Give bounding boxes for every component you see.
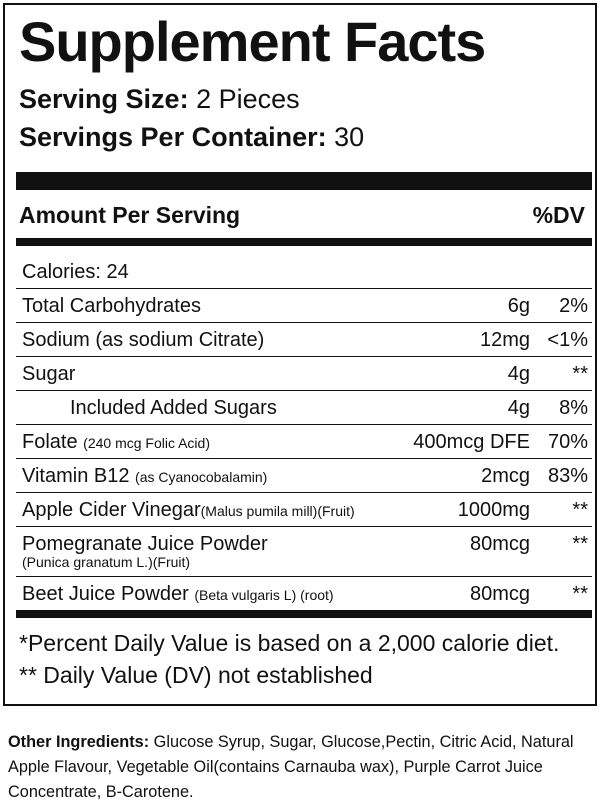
footnote: ** Daily Value (DV) not established bbox=[19, 662, 373, 688]
nutrient-name-cell: Sugar bbox=[22, 363, 75, 386]
other-ingredients: Other Ingredients: Glucose Syrup, Sugar,… bbox=[8, 730, 598, 805]
servings-per-container: Servings Per Container: 30 bbox=[19, 122, 364, 153]
daily-value: 70% bbox=[547, 431, 588, 453]
nutrient-name: Total Carbohydrates bbox=[22, 295, 201, 317]
nutrient-name-cell: Pomegranate Juice Powder (Punica granatum… bbox=[22, 533, 268, 570]
amount: 4g bbox=[507, 397, 530, 419]
nutrient-note: (Malus pumila mill)(Fruit) bbox=[200, 503, 355, 519]
amount: 400mcg DFE bbox=[413, 431, 530, 453]
daily-value: ** bbox=[572, 533, 588, 555]
medium-rule bbox=[16, 238, 592, 246]
nutrient-note: (as Cyanocobalamin) bbox=[135, 469, 268, 485]
title: Supplement Facts bbox=[19, 10, 486, 73]
nutrient-row: Sodium (as sodium Citrate) 12mg <1% bbox=[16, 323, 592, 357]
nutrient-row: Folate (240 mcg Folic Acid) 400mcg DFE 70% bbox=[16, 425, 592, 459]
nutrient-note: (Punica granatum L.)(Fruit) bbox=[22, 554, 191, 570]
nutrient-name: Apple Cider Vinegar bbox=[22, 499, 201, 521]
calories: Calories: 24 bbox=[22, 261, 129, 284]
medium-rule bbox=[16, 610, 592, 618]
daily-value: 83% bbox=[547, 465, 588, 487]
nutrient-name-cell: Apple Cider Vinegar(Malus pumila mill)(F… bbox=[22, 499, 355, 522]
nutrient-name: Sodium (as sodium Citrate) bbox=[22, 329, 265, 351]
calories-row: Calories: 24 bbox=[16, 255, 592, 289]
nutrient-name-cell: Folate (240 mcg Folic Acid) bbox=[22, 431, 210, 454]
nutrient-note: (240 mcg Folic Acid) bbox=[83, 435, 210, 451]
daily-value: 8% bbox=[559, 397, 588, 419]
nutrient-row: Included Added Sugars 4g 8% bbox=[16, 391, 592, 425]
nutrient-name-cell: Included Added Sugars bbox=[70, 397, 277, 420]
amount: 12mg bbox=[479, 329, 530, 351]
nutrient-row: Total Carbohydrates 6g 2% bbox=[16, 289, 592, 323]
table-header: Amount Per Serving %DV bbox=[19, 202, 587, 229]
nutrient-name: Folate bbox=[22, 431, 78, 453]
thick-rule bbox=[16, 172, 592, 190]
daily-value: <1% bbox=[547, 329, 588, 351]
daily-value: ** bbox=[572, 499, 588, 521]
nutrient-name: Pomegranate Juice Powder bbox=[22, 533, 268, 555]
text: Glucose Syrup, Sugar, Glucose,Pectin, Ci… bbox=[8, 733, 574, 801]
label: Serving Size: bbox=[19, 84, 189, 114]
facts-panel: Supplement Facts Serving Size: 2 Pieces … bbox=[3, 3, 597, 706]
nutrient-name: Beet Juice Powder bbox=[22, 583, 189, 605]
daily-value: ** bbox=[572, 363, 588, 385]
value: 30 bbox=[334, 122, 365, 152]
amount: 2mcg bbox=[481, 465, 530, 487]
nutrient-name: Vitamin B12 bbox=[22, 465, 130, 487]
daily-value: ** bbox=[572, 583, 588, 605]
nutrient-name: Included Added Sugars bbox=[70, 397, 277, 419]
nutrient-name: Sugar bbox=[22, 363, 76, 385]
nutrient-row: Pomegranate Juice Powder (Punica granatum… bbox=[16, 527, 592, 577]
nutrient-row: Vitamin B12 (as Cyanocobalamin) 2mcg 83% bbox=[16, 459, 592, 493]
amount: 80mcg bbox=[469, 583, 530, 605]
value: 24 bbox=[106, 261, 129, 283]
nutrient-name-cell: Total Carbohydrates bbox=[22, 295, 201, 318]
nutrient-name-cell: Beet Juice Powder (Beta vulgaris L) (roo… bbox=[22, 583, 334, 606]
nutrient-row: Apple Cider Vinegar(Malus pumila mill)(F… bbox=[16, 493, 592, 527]
amount: 80mcg bbox=[469, 533, 530, 555]
value: 2 Pieces bbox=[196, 84, 300, 114]
nutrient-row: Beet Juice Powder (Beta vulgaris L) (roo… bbox=[16, 577, 592, 610]
daily-value: 2% bbox=[559, 295, 588, 317]
label: Calories: bbox=[22, 261, 101, 283]
nutrient-name-cell: Sodium (as sodium Citrate) bbox=[22, 329, 264, 352]
nutrient-row: Sugar 4g ** bbox=[16, 357, 592, 391]
label: Servings Per Container: bbox=[19, 122, 327, 152]
amount: 6g bbox=[507, 295, 530, 317]
amount: 1000mg bbox=[457, 499, 530, 521]
nutrient-name-cell: Vitamin B12 (as Cyanocobalamin) bbox=[22, 465, 267, 488]
dv-header: %DV bbox=[532, 202, 585, 228]
serving-size: Serving Size: 2 Pieces bbox=[19, 84, 300, 115]
label: Other Ingredients: bbox=[8, 733, 150, 751]
nutrient-note: (Beta vulgaris L) (root) bbox=[194, 587, 334, 603]
amount: 4g bbox=[507, 363, 530, 385]
nutrient-table: Calories: 24 Total Carbohydrates 6g 2% Sodiu… bbox=[16, 255, 592, 610]
amount-header: Amount Per Serving bbox=[19, 202, 241, 228]
footnote: *Percent Daily Value is based on a 2,000… bbox=[19, 630, 560, 656]
